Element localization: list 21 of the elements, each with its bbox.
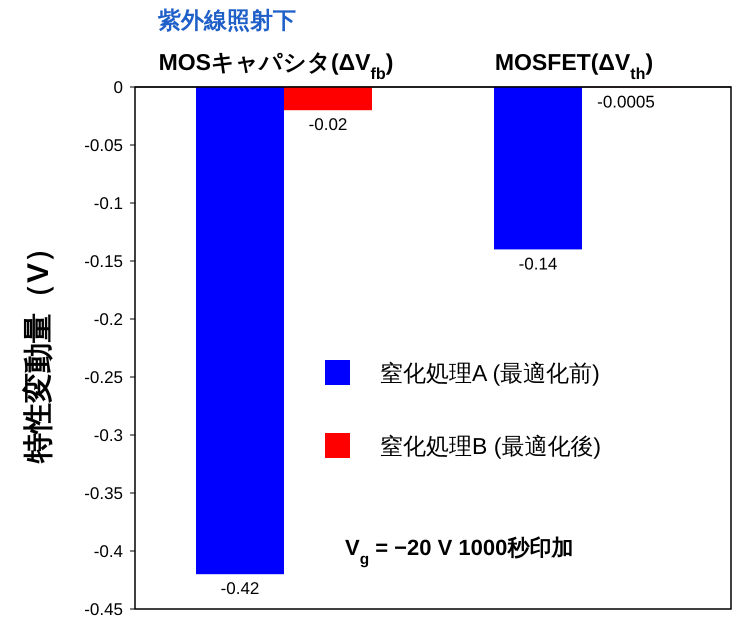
data-label: -0.14 bbox=[518, 254, 558, 274]
legend-label: 窒化処理A (最適化前) bbox=[380, 360, 600, 386]
x-tick-label: MOSキャパシタ(ΔV$_{fb}$) bbox=[158, 49, 394, 83]
y-tick-label: -0.45 bbox=[84, 600, 123, 619]
y-tick-label: -0.05 bbox=[84, 136, 123, 155]
y-tick-label: -0.1 bbox=[94, 194, 123, 213]
y-axis-title: 特性変動量（V） bbox=[21, 232, 55, 464]
y-tick-label: -0.25 bbox=[84, 368, 123, 387]
data-label: -0.42 bbox=[220, 579, 260, 598]
x-tick-label: MOSFET(ΔV$_{th}$) bbox=[494, 49, 654, 83]
data-label: -0.0005 bbox=[597, 92, 655, 112]
legend-label: 窒化処理B (最適化後) bbox=[380, 433, 602, 459]
y-tick-label: -0.15 bbox=[84, 252, 123, 271]
data-label: -0.02 bbox=[308, 115, 348, 134]
y-tick-label: -0.2 bbox=[94, 310, 123, 329]
y-tick-label: -0.3 bbox=[94, 426, 123, 445]
y-tick-label: -0.4 bbox=[94, 542, 123, 561]
y-tick-label: -0.35 bbox=[84, 484, 123, 503]
annotation: V$_{g}$ = −20 V 1000秒印加 bbox=[345, 535, 574, 568]
y-tick-label: 0 bbox=[114, 78, 123, 97]
chart-title: 紫外線照射下 bbox=[157, 7, 296, 33]
